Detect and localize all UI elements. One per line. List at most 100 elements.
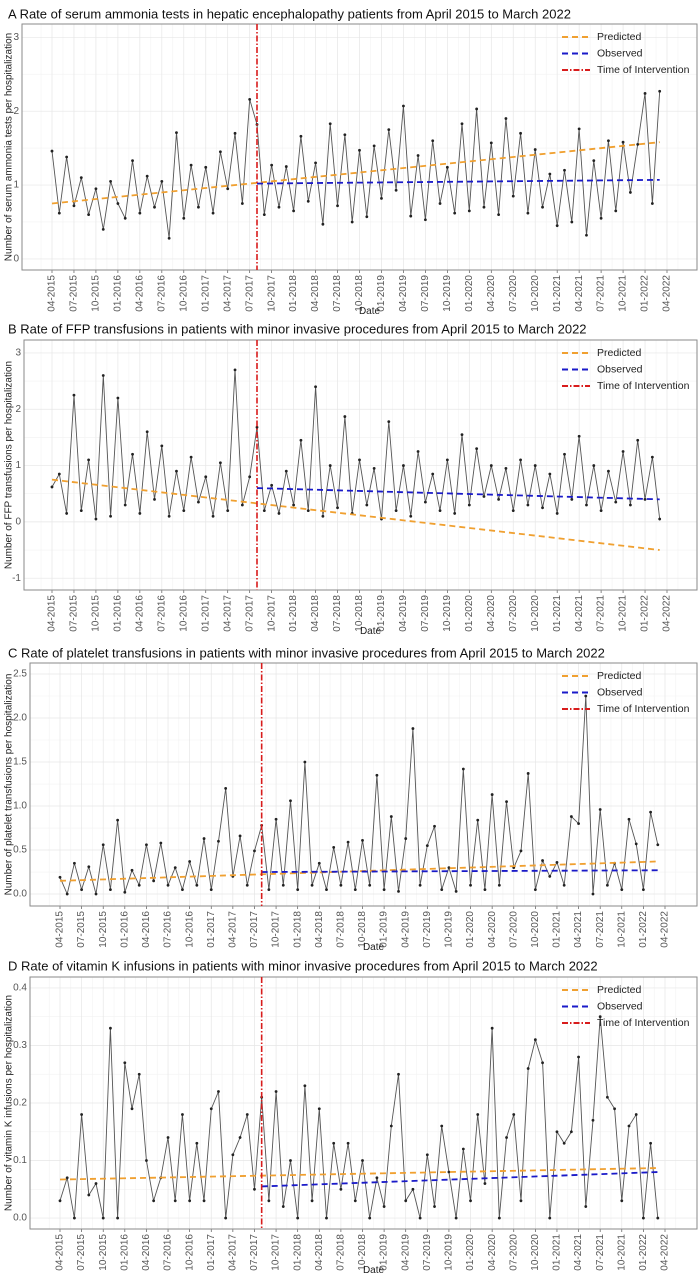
data-point — [389, 815, 393, 818]
x-tick-label: 10-2018 — [354, 595, 365, 632]
legend-label: Predicted — [597, 31, 642, 43]
data-point — [306, 509, 310, 513]
data-point — [411, 727, 415, 730]
x-tick-label: 10-2021 — [616, 1234, 627, 1271]
x-tick-label: 04-2018 — [310, 595, 321, 632]
data-point — [591, 892, 595, 896]
data-point — [204, 475, 208, 479]
x-tick-label: 04-2015 — [55, 911, 66, 948]
y-axis-label: Number of serum ammonia tests per hospit… — [4, 33, 15, 261]
data-point — [238, 834, 242, 838]
x-tick-label: 04-2022 — [662, 275, 673, 312]
x-tick-label: 04-2022 — [662, 595, 673, 632]
data-point — [248, 475, 252, 479]
data-point — [425, 844, 429, 848]
data-point — [270, 163, 274, 167]
plot-border — [23, 339, 698, 591]
x-tick-label: 04-2019 — [400, 911, 411, 948]
data-point — [613, 1107, 616, 1111]
data-point — [372, 466, 376, 470]
y-tick-label: 1 — [15, 460, 21, 471]
data-point — [173, 1199, 177, 1203]
legend-label: Time of Intervention — [597, 380, 690, 392]
x-tick-label: 01-2016 — [119, 1234, 130, 1271]
data-point — [656, 843, 660, 847]
observed-trend-line — [256, 487, 660, 501]
data-point — [634, 842, 638, 846]
x-tick-label: 04-2020 — [487, 911, 498, 948]
data-point — [289, 1159, 292, 1162]
x-tick-label: 07-2018 — [336, 1234, 347, 1271]
data-point — [240, 503, 244, 507]
data-point — [368, 883, 372, 887]
data-point — [79, 509, 83, 513]
x-tick-label: 07-2021 — [596, 595, 607, 632]
data-point — [245, 883, 249, 887]
data-point — [505, 800, 508, 804]
data-point — [202, 1199, 206, 1203]
x-tick-label: 04-2022 — [660, 911, 671, 948]
legend: Predicted Observed Time of Intervention — [562, 670, 690, 715]
data-point — [454, 889, 458, 893]
x-tick-label: 10-2017 — [271, 911, 282, 948]
data-point — [469, 1199, 472, 1203]
panel-d: D Rate of vitamin K infusions in patient… — [4, 958, 698, 1276]
data-point — [101, 843, 105, 847]
y-tick-label: 3 — [13, 32, 19, 43]
data-point — [160, 179, 164, 183]
data-point — [94, 892, 98, 896]
x-tick-label: 10-2019 — [442, 595, 453, 632]
x-tick-label: 07-2021 — [596, 275, 607, 312]
data-point — [87, 213, 91, 216]
x-tick-label: 01-2017 — [200, 275, 211, 312]
data-point — [109, 514, 112, 518]
x-tick-label: 01-2022 — [640, 275, 651, 312]
x-tick-label: 01-2022 — [638, 1234, 649, 1271]
data-point — [267, 888, 271, 892]
panel-title: C Rate of platelet transfusions in patie… — [8, 645, 605, 660]
data-point — [131, 452, 134, 456]
data-point — [159, 841, 163, 845]
data-point — [361, 1159, 364, 1162]
x-tick-label: 07-2019 — [420, 595, 431, 632]
x-tick-label: 04-2019 — [398, 595, 409, 632]
x-tick-label: 04-2018 — [314, 911, 325, 948]
data-point — [50, 149, 54, 153]
x-tick-label: 04-2021 — [574, 595, 585, 632]
data-point — [467, 503, 471, 507]
data-point — [332, 845, 336, 849]
x-tick-label: 07-2021 — [595, 911, 606, 948]
data-point — [453, 512, 457, 515]
legend-label: Observed — [597, 686, 643, 698]
data-point — [563, 168, 566, 172]
data-point — [303, 1084, 307, 1088]
data-point — [461, 767, 465, 771]
data-point — [555, 224, 559, 228]
data-point — [409, 214, 413, 218]
data-point — [131, 159, 134, 163]
x-tick-label: 04-2021 — [574, 275, 585, 312]
x-tick-label: 10-2015 — [98, 911, 109, 948]
data-point — [321, 222, 325, 226]
data-point — [332, 1141, 336, 1145]
data-point — [138, 211, 142, 215]
x-tick-label: 04-2020 — [486, 275, 497, 312]
data-point — [350, 220, 354, 224]
data-point — [526, 1067, 530, 1070]
data-point — [145, 843, 148, 847]
data-point — [605, 883, 609, 887]
data-point — [292, 503, 296, 507]
data-point — [497, 883, 501, 887]
data-point — [361, 838, 364, 842]
data-point — [416, 450, 420, 453]
x-tick-label: 07-2021 — [595, 1234, 606, 1271]
x-tick-label: 04-2016 — [141, 911, 152, 948]
data-point — [649, 1141, 652, 1145]
data-point — [233, 368, 237, 372]
data-point — [281, 883, 285, 887]
y-tick-label: 3 — [15, 348, 21, 359]
data-point — [145, 174, 149, 178]
x-tick-label: 01-2017 — [206, 1234, 217, 1271]
data-point — [628, 503, 632, 507]
